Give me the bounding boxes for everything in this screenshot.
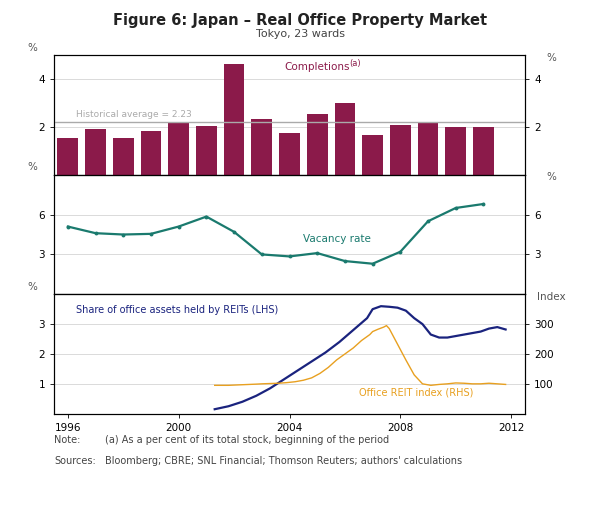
- Bar: [113, 138, 134, 175]
- Text: Sources:: Sources:: [54, 456, 96, 466]
- Text: (a) As a per cent of its total stock, beginning of the period: (a) As a per cent of its total stock, be…: [105, 435, 389, 445]
- Text: Note:: Note:: [54, 435, 80, 445]
- Bar: [362, 135, 383, 175]
- Bar: [390, 124, 411, 175]
- Bar: [418, 123, 439, 175]
- Text: Historical average = 2.23: Historical average = 2.23: [76, 110, 192, 119]
- Text: Share of office assets held by REITs (LHS): Share of office assets held by REITs (LH…: [76, 305, 278, 315]
- Bar: [307, 114, 328, 175]
- Text: Tokyo, 23 wards: Tokyo, 23 wards: [256, 29, 344, 39]
- Y-axis label: %: %: [28, 162, 38, 172]
- Text: Bloomberg; CBRE; SNL Financial; Thomson Reuters; authors' calculations: Bloomberg; CBRE; SNL Financial; Thomson …: [105, 456, 462, 466]
- Text: Completions: Completions: [284, 62, 349, 72]
- Text: Office REIT index (RHS): Office REIT index (RHS): [359, 387, 473, 397]
- Y-axis label: %: %: [546, 53, 556, 63]
- Bar: [279, 133, 300, 175]
- Bar: [58, 138, 78, 175]
- Bar: [196, 126, 217, 175]
- Y-axis label: %: %: [546, 172, 556, 182]
- Bar: [445, 127, 466, 175]
- Y-axis label: %: %: [28, 282, 38, 292]
- Text: Figure 6: Japan – Real Office Property Market: Figure 6: Japan – Real Office Property M…: [113, 13, 487, 28]
- Y-axis label: Index: Index: [536, 292, 565, 302]
- Text: Vacancy rate: Vacancy rate: [304, 234, 371, 244]
- Bar: [85, 130, 106, 175]
- Bar: [140, 131, 161, 175]
- Text: (a): (a): [349, 60, 361, 69]
- Bar: [224, 64, 244, 175]
- Bar: [335, 103, 355, 175]
- Bar: [168, 122, 189, 175]
- Y-axis label: %: %: [28, 43, 38, 53]
- Bar: [473, 127, 494, 175]
- Bar: [251, 119, 272, 175]
